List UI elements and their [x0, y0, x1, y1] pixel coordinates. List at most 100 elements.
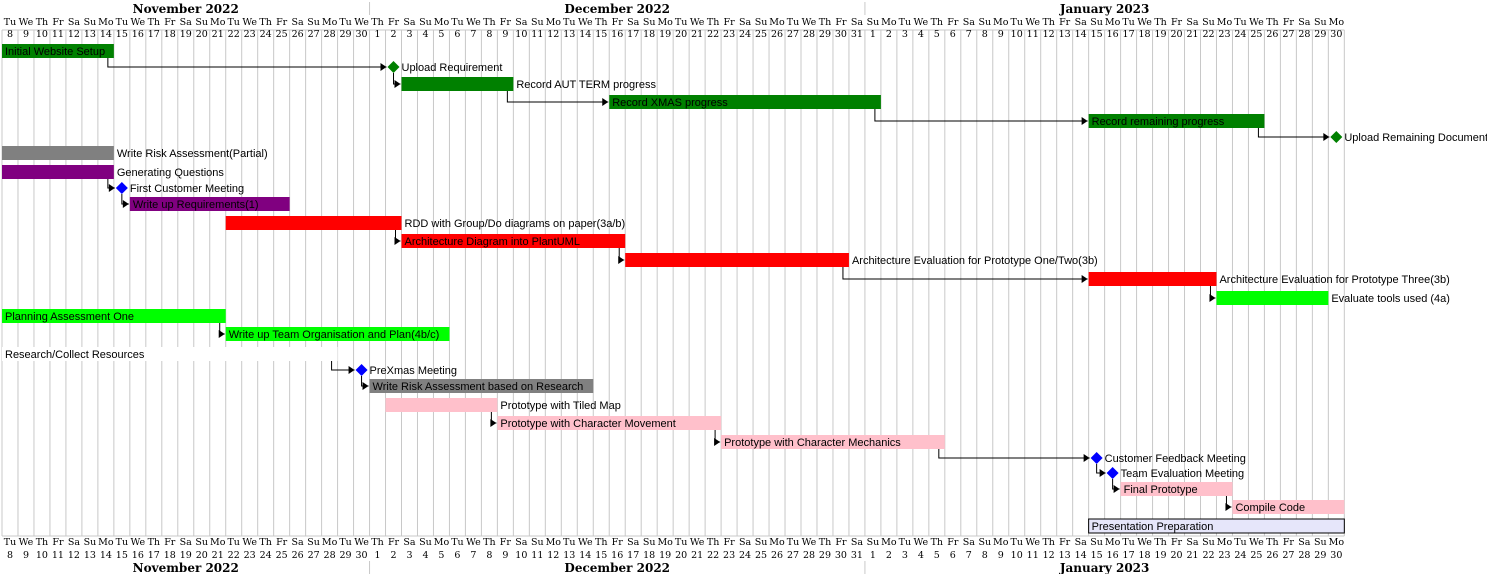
weekday-label: We [466, 537, 481, 548]
task-label: Architecture Evaluation for Prototype Th… [1219, 274, 1449, 286]
day-number-label: 21 [691, 550, 703, 561]
day-number-label: 4 [918, 29, 924, 40]
arrowhead-icon [380, 63, 387, 71]
weekday-label: Tu [227, 537, 239, 548]
arrowhead-icon [602, 98, 609, 106]
task-label: Architecture Evaluation for Prototype On… [852, 255, 1098, 267]
day-number-label: 16 [1107, 29, 1119, 40]
day-number-label: 12 [1043, 550, 1055, 561]
weekday-label: Sa [739, 537, 752, 548]
task-label: Prototype with Character Movement [500, 418, 675, 430]
weekday-label: Th [1154, 17, 1166, 28]
task-label: Final Prototype [1124, 484, 1198, 496]
weekday-label: Sa [851, 17, 864, 28]
weekday-label: Mo [98, 17, 114, 28]
weekday-label: Sa [627, 537, 640, 548]
day-number-label: 13 [563, 29, 575, 40]
day-number-label: 22 [1202, 550, 1214, 561]
weekday-label: Su [755, 537, 768, 548]
weekday-label: We [354, 17, 369, 28]
day-number-label: 3 [406, 550, 412, 561]
day-number-label: 11 [52, 550, 64, 561]
weekday-label: Sa [1298, 537, 1311, 548]
task-bar [401, 77, 514, 91]
day-number-label: 10 [1011, 29, 1023, 40]
task-label: Generating Questions [117, 167, 225, 179]
weekday-label: Tu [1234, 537, 1246, 548]
task-bar [225, 216, 402, 230]
weekday-label: Th [148, 537, 160, 548]
weekday-label: We [914, 17, 929, 28]
day-number-label: 24 [260, 550, 272, 561]
day-number-label: 25 [1250, 550, 1262, 561]
weekday-label: Fr [835, 537, 847, 548]
month-label: December 2022 [564, 2, 670, 16]
task-label: Initial Website Setup [5, 46, 105, 58]
task-label: Presentation Preparation [1092, 521, 1214, 533]
task-bar [1216, 291, 1329, 305]
weekday-label: Fr [947, 17, 959, 28]
day-number-label: 9 [502, 550, 508, 561]
weekday-label: Fr [388, 17, 400, 28]
weekday-label: Su [84, 537, 97, 548]
day-number-label: 18 [164, 29, 176, 40]
day-number-label: 8 [486, 550, 492, 561]
weekday-label: Th [1266, 537, 1278, 548]
weekday-label: Th [595, 537, 607, 548]
day-number-label: 27 [1282, 550, 1294, 561]
task-label: Prototype with Tiled Map [500, 400, 620, 412]
weekday-label: We [1137, 537, 1152, 548]
day-number-label: 25 [1250, 29, 1262, 40]
weekday-label: Tu [563, 17, 575, 28]
weekday-label: Su [1202, 537, 1215, 548]
weekday-label: We [914, 537, 929, 548]
day-number-label: 29 [819, 29, 831, 40]
day-number-label: 25 [755, 29, 767, 40]
milestone-label: First Customer Meeting [130, 183, 244, 195]
day-number-label: 12 [68, 29, 80, 40]
weekday-label: Mo [322, 537, 338, 548]
weekday-label: Th [1266, 17, 1278, 28]
weekday-label: Fr [1171, 17, 1183, 28]
weekday-label: Tu [451, 537, 463, 548]
weekday-label: Sa [68, 17, 81, 28]
weekday-label: Sa [1298, 17, 1311, 28]
weekday-label: Fr [164, 537, 176, 548]
day-number-label: 3 [902, 29, 908, 40]
day-number-label: 5 [934, 550, 940, 561]
day-number-label: 6 [950, 550, 956, 561]
day-number-label: 2 [390, 29, 396, 40]
day-number-label: 9 [502, 29, 508, 40]
weekday-label: Sa [180, 17, 193, 28]
day-number-label: 17 [627, 29, 639, 40]
day-number-label: 19 [659, 550, 671, 561]
day-number-label: 24 [1234, 550, 1246, 561]
day-number-label: 14 [579, 550, 591, 561]
weekday-label: Su [531, 17, 544, 28]
task-label: RDD with Group/Do diagrams on paper(3a/b… [405, 218, 626, 230]
day-number-label: 26 [1266, 29, 1278, 40]
task-bar [2, 146, 114, 160]
day-number-label: 16 [611, 29, 623, 40]
weekday-label: Tu [675, 537, 687, 548]
weekday-label: Tu [451, 17, 463, 28]
day-number-label: 13 [563, 550, 575, 561]
day-number-label: 19 [1155, 550, 1167, 561]
weekday-label: Fr [1171, 537, 1183, 548]
weekday-label: Tu [675, 17, 687, 28]
arrowhead-icon [108, 184, 115, 192]
day-number-label: 22 [1202, 29, 1214, 40]
dependency-line [842, 267, 1088, 280]
weekday-label: Fr [1283, 537, 1295, 548]
day-number-label: 11 [1027, 550, 1039, 561]
day-number-label: 4 [918, 550, 924, 561]
day-number-label: 18 [643, 550, 655, 561]
weekday-label: We [802, 537, 817, 548]
day-number-label: 16 [1107, 550, 1119, 561]
weekday-label: Mo [993, 537, 1009, 548]
day-number-label: 30 [356, 29, 368, 40]
arrowhead-icon [618, 256, 625, 264]
weekday-label: Sa [1186, 17, 1199, 28]
weekday-label: Sa [963, 537, 976, 548]
weekday-label: Th [1042, 17, 1054, 28]
